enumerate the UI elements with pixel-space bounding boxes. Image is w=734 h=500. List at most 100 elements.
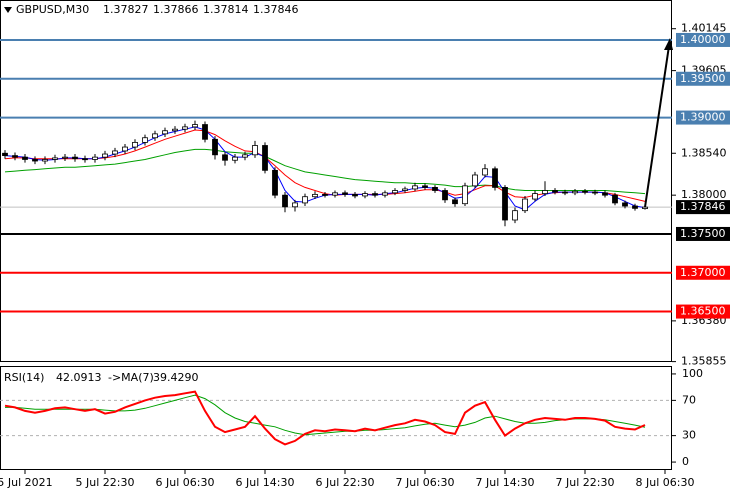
- candle-body: [142, 137, 148, 143]
- candle-body: [102, 153, 108, 158]
- candle-body: [622, 202, 628, 207]
- rsi-name: RSI(14): [4, 371, 44, 384]
- y-tick-label: 1.40145: [681, 22, 727, 35]
- level-tag: [676, 71, 730, 86]
- ma-name: ->MA(7): [108, 371, 154, 384]
- candle-body: [292, 202, 298, 208]
- candle-body: [412, 185, 418, 190]
- level-label: 1.37500: [680, 227, 726, 240]
- candle-body: [372, 193, 378, 196]
- candle-body: [322, 193, 328, 196]
- candle-body: [202, 124, 208, 140]
- quote-low: 1.37814: [203, 3, 249, 16]
- candle-body: [602, 192, 608, 196]
- level-tag: [676, 32, 730, 47]
- candle-body: [122, 146, 128, 152]
- candle-body: [242, 154, 248, 158]
- candle-body: [402, 188, 408, 191]
- candle-body: [42, 159, 48, 162]
- arrow: [644, 45, 670, 208]
- candle-body: [342, 192, 348, 195]
- candle-body: [512, 210, 518, 221]
- candle-body: [62, 156, 68, 159]
- candle-body: [442, 190, 448, 201]
- candle-body: [422, 185, 428, 188]
- candle-body: [112, 150, 118, 155]
- rsi-value: 42.0913: [56, 371, 102, 384]
- candle-body: [262, 145, 268, 171]
- level-label: 1.39500: [680, 72, 726, 85]
- rsi-frame: [0, 366, 672, 470]
- y-tick-label: 1.38000: [681, 188, 727, 201]
- candle-body: [522, 198, 528, 212]
- y-tick-label: 100: [682, 367, 703, 380]
- candle-body: [362, 193, 368, 197]
- level-label: 1.36500: [680, 305, 726, 318]
- candle-body: [172, 128, 178, 132]
- level-tag: [676, 265, 730, 280]
- level-tag: [676, 110, 730, 125]
- level-label: 1.40000: [680, 33, 726, 46]
- candle-body: [2, 152, 8, 156]
- line: [5, 394, 646, 436]
- y-tick-label: 1.38540: [681, 146, 727, 159]
- x-tick-label: 5 Jul 22:30: [76, 476, 135, 489]
- candle-body: [632, 205, 638, 209]
- y-tick-label: 30: [682, 429, 696, 442]
- y-tick-label: 0: [682, 455, 689, 468]
- candle-body: [472, 174, 478, 187]
- candle-body: [162, 130, 168, 135]
- x-tick-label: 6 Jul 06:30: [156, 476, 215, 489]
- candle-body: [152, 133, 158, 139]
- quote-high: 1.37866: [153, 3, 199, 16]
- candle-body: [642, 206, 648, 209]
- candle-body: [212, 138, 218, 156]
- line: [4, 148, 646, 195]
- candle-body: [82, 158, 88, 161]
- candle-body: [382, 192, 388, 196]
- candle-body: [482, 168, 488, 176]
- candle-body: [552, 190, 558, 193]
- candle-body: [352, 193, 358, 197]
- candle-body: [182, 126, 188, 130]
- candle-body: [72, 156, 78, 160]
- chart-title: GBPUSD,M30: [16, 3, 89, 16]
- candle-body: [612, 194, 618, 204]
- x-tick-label: 7 Jul 22:30: [556, 476, 615, 489]
- candle-body: [312, 193, 318, 198]
- price-label: 1.37846: [680, 200, 726, 213]
- candle-body: [132, 141, 138, 148]
- candle-body: [532, 193, 538, 200]
- y-tick-label: 1.35855: [681, 355, 727, 368]
- candle-body: [302, 196, 308, 204]
- candle-body: [582, 190, 588, 193]
- candle-body: [452, 199, 458, 205]
- x-tick-label: 8 Jul 06:30: [636, 476, 695, 489]
- candle-body: [562, 191, 568, 194]
- candle-body: [252, 145, 258, 156]
- candle-body: [232, 156, 238, 161]
- candle-body: [542, 190, 548, 195]
- main-frame: [0, 0, 672, 362]
- candle-body: [392, 190, 398, 194]
- candle-body: [12, 155, 18, 158]
- ma-value: 39.4290: [153, 371, 199, 384]
- menu-icon[interactable]: [4, 7, 12, 13]
- candle-body: [22, 156, 28, 160]
- x-tick-label: 7 Jul 06:30: [396, 476, 455, 489]
- x-tick-label: 7 Jul 14:30: [476, 476, 535, 489]
- x-tick-label: 6 Jul 14:30: [236, 476, 295, 489]
- level-label: 1.39000: [680, 111, 726, 124]
- level-tag: [676, 304, 730, 319]
- y-tick-label: 70: [682, 393, 696, 406]
- x-tick-label: 6 Jul 22:30: [316, 476, 375, 489]
- candle-body: [272, 169, 278, 196]
- candle-body: [492, 168, 498, 188]
- candle-body: [52, 157, 58, 160]
- quote-close: 1.37846: [253, 3, 299, 16]
- candle-body: [502, 187, 508, 221]
- level-label: 1.37000: [680, 266, 726, 279]
- candle-body: [572, 190, 578, 194]
